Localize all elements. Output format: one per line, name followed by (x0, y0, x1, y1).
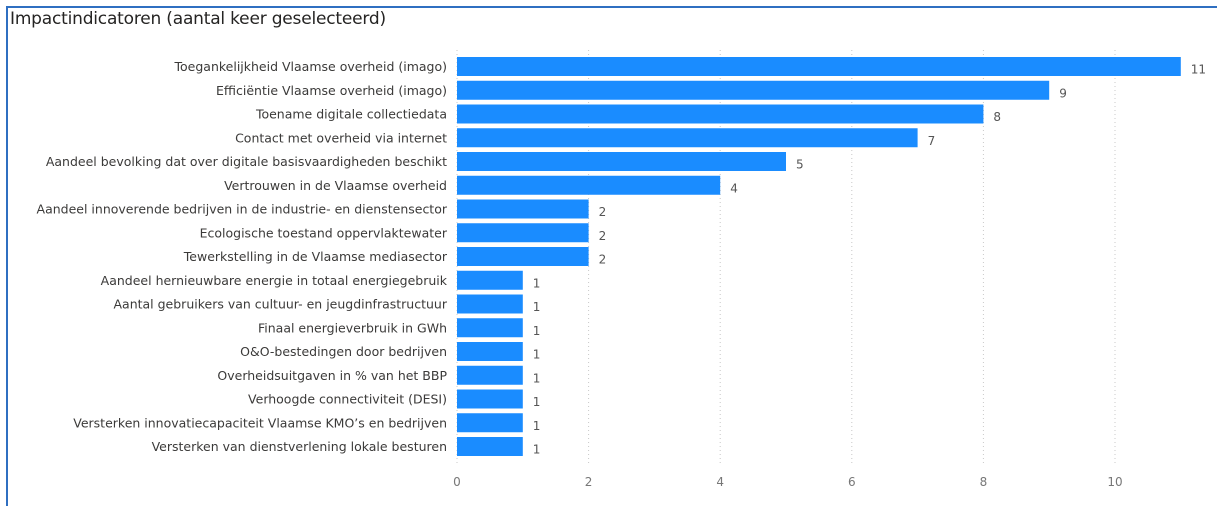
category-label: Contact met overheid via internet (235, 130, 447, 145)
category-label: O&O-bestedingen door bedrijven (240, 344, 447, 359)
bar[interactable] (457, 389, 523, 409)
category-label: Toename digitale collectiedata (255, 107, 447, 122)
data-label: 7 (928, 134, 936, 148)
data-label: 1 (533, 443, 541, 457)
bar[interactable] (457, 413, 523, 433)
category-label: Versterken innovatiecapaciteit Vlaamse K… (73, 415, 447, 430)
bar[interactable] (457, 223, 589, 243)
category-label: Aantal gebruikers van cultuur- en jeugdi… (113, 297, 447, 312)
data-label: 1 (533, 371, 541, 385)
bar[interactable] (457, 365, 523, 385)
bars-group (457, 57, 1181, 456)
category-label: Toegankelijkheid Vlaamse overheid (imago… (174, 59, 448, 74)
bar[interactable] (457, 342, 523, 361)
bar[interactable] (457, 270, 523, 290)
category-label: Overheidsuitgaven in % van het BBP (217, 368, 447, 383)
data-label: 1 (533, 324, 541, 338)
data-label: 1 (533, 419, 541, 433)
bar[interactable] (457, 175, 721, 195)
data-label: 5 (796, 158, 804, 172)
x-tick-label: 8 (980, 475, 988, 489)
visual-frame (6, 6, 1217, 506)
x-tick-label: 2 (585, 475, 593, 489)
bar[interactable] (457, 437, 523, 456)
category-labels: Toegankelijkheid Vlaamse overheid (imago… (37, 59, 448, 454)
bar[interactable] (457, 152, 786, 171)
bar[interactable] (457, 318, 523, 338)
x-tick-label: 4 (716, 475, 724, 489)
category-label: Vertrouwen in de Vlaamse overheid (224, 178, 447, 193)
category-label: Verhoogde connectiviteit (DESI) (248, 392, 447, 407)
bar[interactable] (457, 80, 1050, 100)
data-label: 4 (730, 181, 738, 195)
bar[interactable] (457, 128, 918, 148)
bar[interactable] (457, 57, 1181, 76)
category-label: Tewerkstelling in de Vlaamse mediasector (183, 249, 448, 264)
category-label: Versterken van dienstverlening lokale be… (152, 439, 447, 454)
bar[interactable] (457, 247, 589, 266)
category-label: Aandeel innoverende bedrijven in de indu… (37, 202, 448, 217)
bar[interactable] (457, 294, 523, 314)
data-label: 2 (599, 229, 607, 243)
data-label: 1 (533, 348, 541, 362)
data-label: 2 (599, 253, 607, 267)
data-label: 1 (533, 395, 541, 409)
data-label: 8 (993, 110, 1001, 124)
x-tick-label: 10 (1107, 475, 1122, 489)
x-tick-label: 6 (848, 475, 856, 489)
data-label: 11 (1191, 63, 1206, 77)
category-label: Efficiëntie Vlaamse overheid (imago) (216, 83, 447, 98)
bar[interactable] (457, 199, 589, 219)
data-label: 2 (599, 205, 607, 219)
category-label: Aandeel bevolking dat over digitale basi… (46, 154, 447, 169)
x-axis-ticks: 0 2 4 6 8 10 (453, 475, 1122, 489)
category-label: Ecologische toestand oppervlaktewater (200, 225, 448, 240)
data-label: 9 (1059, 86, 1067, 100)
category-label: Finaal energieverbruik in GWh (258, 320, 447, 335)
data-label: 1 (533, 276, 541, 290)
chart-title: Impactindicatoren (aantal keer geselecte… (10, 9, 386, 29)
category-label: Aandeel hernieuwbare energie in totaal e… (101, 273, 448, 288)
x-tick-label: 0 (453, 475, 461, 489)
data-label: 1 (533, 300, 541, 314)
bar[interactable] (457, 104, 984, 124)
